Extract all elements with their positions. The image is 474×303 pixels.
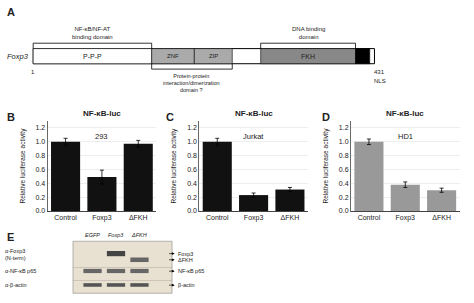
svg-text:0.6: 0.6 — [339, 166, 349, 173]
svg-text:Foxp3: Foxp3 — [108, 232, 124, 238]
svg-text:NF-κB-luc: NF-κB-luc — [386, 109, 424, 118]
svg-text:EGFP: EGFP — [85, 232, 100, 238]
svg-text:Relative luciferase activity: Relative luciferase activity — [19, 128, 27, 204]
svg-text:β-actin: β-actin — [178, 282, 195, 288]
svg-text:0.2: 0.2 — [35, 194, 45, 201]
svg-text:α-NF-κB p65: α-NF-κB p65 — [5, 268, 36, 274]
svg-text:Foxp3: Foxp3 — [7, 52, 29, 61]
svg-text:431: 431 — [374, 69, 385, 75]
svg-text:0.2: 0.2 — [187, 194, 197, 201]
svg-text:D: D — [322, 111, 330, 123]
svg-text:ΔFKH: ΔFKH — [131, 232, 147, 238]
svg-text:NLS: NLS — [374, 78, 386, 84]
svg-text:Protein-proteininteraction/dim: Protein-proteininteraction/dimerizationd… — [163, 73, 220, 93]
svg-text:1.2: 1.2 — [187, 124, 197, 131]
svg-text:Foxp3: Foxp3 — [178, 251, 193, 257]
svg-text:C: C — [166, 111, 174, 123]
svg-text:Jurkat: Jurkat — [243, 132, 264, 141]
svg-text:0.0: 0.0 — [187, 207, 197, 214]
svg-text:DNA bindingdomain: DNA bindingdomain — [292, 26, 325, 40]
svg-text:0.8: 0.8 — [339, 152, 349, 159]
svg-text:ΔFKH: ΔFKH — [432, 214, 451, 221]
svg-text:0.0: 0.0 — [339, 207, 349, 214]
svg-text:Foxp3: Foxp3 — [396, 214, 416, 222]
svg-text:ΔFKH: ΔFKH — [178, 257, 193, 263]
svg-text:1.0: 1.0 — [339, 138, 349, 145]
svg-text:E: E — [7, 231, 14, 243]
svg-text:(N-term): (N-term) — [5, 255, 26, 261]
svg-text:ZNF: ZNF — [167, 53, 179, 59]
svg-text:P-P-P: P-P-P — [83, 53, 102, 60]
svg-text:0.6: 0.6 — [187, 166, 197, 173]
svg-text:NF-κB p65: NF-κB p65 — [178, 268, 204, 274]
svg-text:0.4: 0.4 — [35, 180, 45, 187]
svg-text:α-Foxp3: α-Foxp3 — [5, 248, 25, 254]
svg-text:Foxp3: Foxp3 — [244, 214, 264, 222]
svg-text:ZIP: ZIP — [209, 53, 218, 59]
svg-text:0.2: 0.2 — [339, 194, 349, 201]
svg-text:A: A — [7, 6, 15, 18]
svg-text:0.0: 0.0 — [35, 207, 45, 214]
svg-text:0.8: 0.8 — [35, 152, 45, 159]
svg-text:α-β-actin: α-β-actin — [5, 282, 27, 288]
svg-text:NF-κB/NF-ATbinding domain: NF-κB/NF-ATbinding domain — [72, 26, 113, 40]
svg-text:1: 1 — [31, 69, 35, 75]
svg-text:0.4: 0.4 — [187, 180, 197, 187]
svg-text:Control: Control — [54, 214, 77, 221]
svg-text:Control: Control — [358, 214, 381, 221]
svg-text:ΔFKH: ΔFKH — [129, 214, 148, 221]
svg-text:0.4: 0.4 — [339, 180, 349, 187]
svg-text:Control: Control — [206, 214, 229, 221]
svg-text:1.0: 1.0 — [187, 138, 197, 145]
svg-text:293: 293 — [95, 132, 108, 141]
svg-text:0.6: 0.6 — [35, 166, 45, 173]
svg-text:1.0: 1.0 — [35, 138, 45, 145]
svg-text:FKH: FKH — [301, 53, 315, 60]
svg-text:Relative luciferase activity: Relative luciferase activity — [170, 128, 178, 204]
svg-text:NF-κB-luc: NF-κB-luc — [83, 109, 121, 118]
svg-text:ΔFKH: ΔFKH — [281, 214, 300, 221]
svg-text:B: B — [7, 111, 15, 123]
svg-text:1.2: 1.2 — [35, 124, 45, 131]
svg-text:Foxp3: Foxp3 — [92, 214, 112, 222]
svg-text:HD1: HD1 — [398, 132, 413, 141]
svg-text:1.2: 1.2 — [339, 124, 349, 131]
svg-text:Relative luciferase activity: Relative luciferase activity — [322, 128, 330, 204]
svg-text:0.8: 0.8 — [187, 152, 197, 159]
svg-text:NF-κB-luc: NF-κB-luc — [235, 109, 273, 118]
